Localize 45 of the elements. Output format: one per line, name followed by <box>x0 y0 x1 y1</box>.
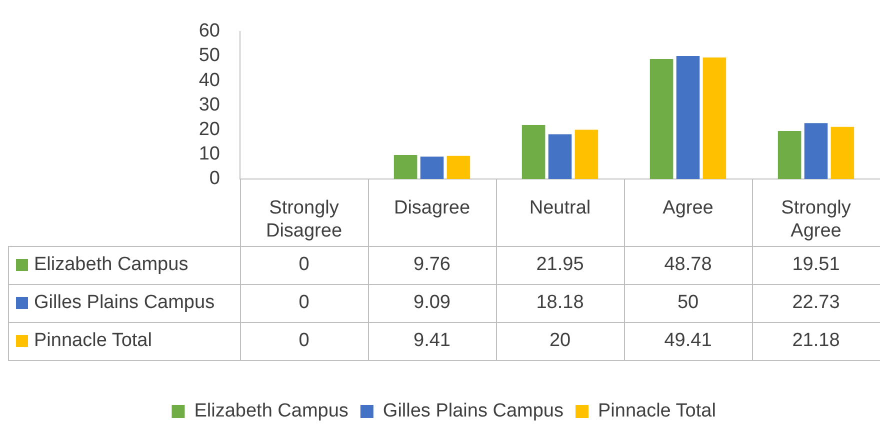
y-tick-label: 30 <box>198 94 220 116</box>
bar <box>650 59 674 179</box>
x-tick-label: Neutral <box>529 198 591 219</box>
bar <box>804 123 828 179</box>
bar <box>676 56 700 179</box>
text: Gilles Plains Campus <box>34 292 215 314</box>
data-label: 9.41 <box>414 330 450 352</box>
data-label: 9.76 <box>414 254 450 276</box>
bar <box>830 126 854 179</box>
x-tick-label: Strongly Disagree <box>266 198 342 242</box>
data-label: 49.41 <box>664 330 712 352</box>
data-label: 0 <box>298 254 310 276</box>
legend-label: Gilles Plains Campus <box>382 400 564 422</box>
data-label: 22.73 <box>792 292 840 314</box>
bar <box>522 125 546 179</box>
x-tick-label: Agree <box>662 198 714 219</box>
y-tick-label: 60 <box>198 20 220 42</box>
data-label: 9.09 <box>414 292 450 314</box>
data-label: 21.18 <box>792 330 840 352</box>
bar <box>548 134 572 179</box>
x-tick-label: Strongly Agree <box>781 198 852 242</box>
x-tick-label: Disagree <box>394 198 470 219</box>
legend-label: Elizabeth Campus <box>34 254 188 276</box>
bar <box>778 131 802 179</box>
y-tick-label: 10 <box>198 144 220 165</box>
y-tick-label: 40 <box>198 70 220 91</box>
y-tick-label: 20 <box>198 119 220 140</box>
bar <box>420 156 444 179</box>
bar <box>446 156 470 179</box>
data-label: 0 <box>298 292 310 314</box>
text: Pinnacle Total <box>34 330 152 352</box>
data-label: 21.95 <box>536 254 584 276</box>
data-label: 0 <box>298 330 310 352</box>
y-tick-label: 50 <box>198 45 220 66</box>
bar <box>702 57 726 179</box>
data-label: 18.18 <box>536 292 584 314</box>
legend-label: Pinnacle Total <box>598 400 716 422</box>
text: Elizabeth Campus <box>194 400 348 422</box>
data-label: 19.51 <box>792 254 840 276</box>
y-tick-label: 0 <box>209 168 220 190</box>
data-label: 50 <box>677 292 699 314</box>
data-label: 48.78 <box>664 254 712 276</box>
bar <box>394 154 418 179</box>
data-label: 20 <box>549 330 571 352</box>
bar <box>574 130 598 179</box>
